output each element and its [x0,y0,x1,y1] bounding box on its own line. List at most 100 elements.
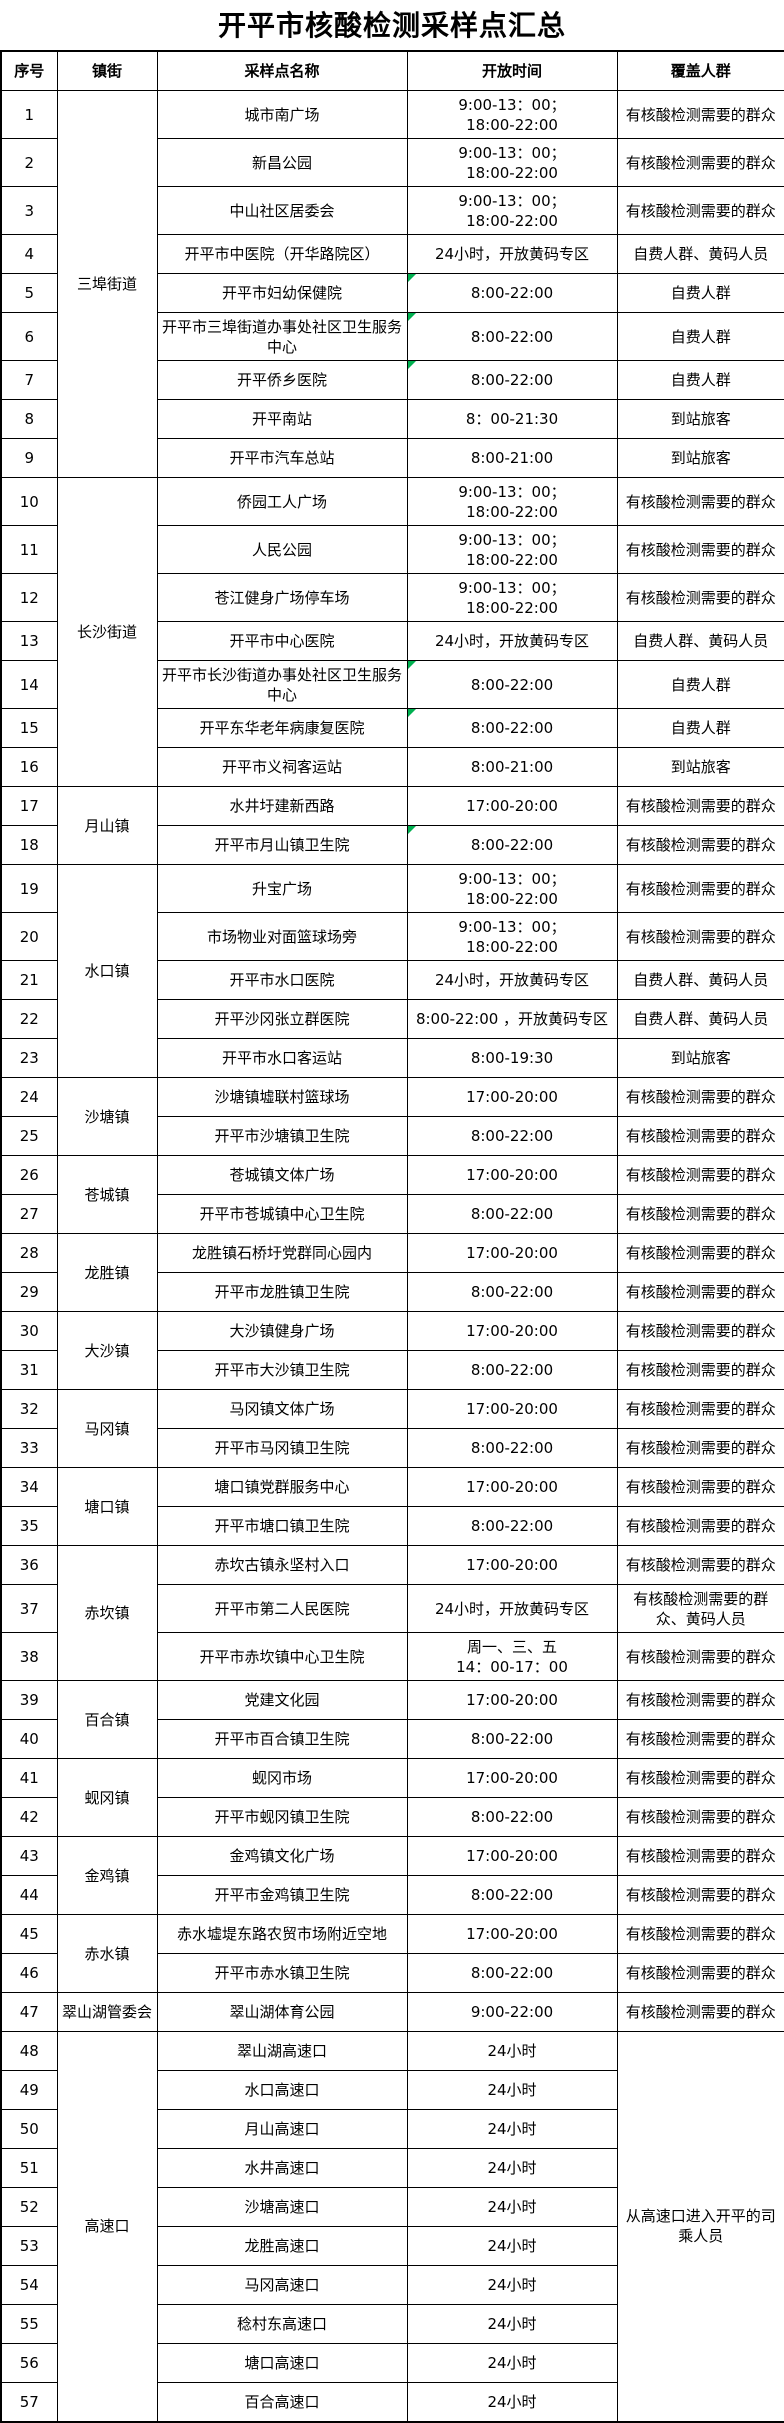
site-name-cell: 升宝广场 [156,864,408,913]
site-name-cell: 金鸡镇文化广场 [156,1836,408,1876]
site-name-cell: 开平市龙胜镇卫生院 [156,1272,408,1312]
site-name-cell: 开平市三埠街道办事处社区卫生服务中心 [156,312,408,361]
serial-cell: 27 [0,1194,58,1234]
serial-cell: 13 [0,621,58,661]
serial-cell: 51 [0,2148,58,2188]
town-cell: 沙塘镇 [56,1077,158,1156]
coverage-cell: 自费人群、黄码人员 [616,999,784,1039]
table-row: 34 塘口镇 塘口镇党群服务中心 17:00-20:00 有核酸检测需要的群众 [0,1467,784,1546]
table-row: 43 金鸡镇 金鸡镇文化广场 17:00-20:00 有核酸检测需要的群众 [0,1836,784,1915]
serial-cell: 41 [0,1758,58,1798]
site-name-cell: 开平市月山镇卫生院 [156,825,408,865]
coverage-cell: 有核酸检测需要的群众 [616,1272,784,1312]
table-row: 51 水井高速口 24小时 [0,2148,784,2188]
serial-cell: 8 [0,399,58,439]
coverage-cell: 有核酸检测需要的群众 [616,1194,784,1234]
town-cell: 月山镇 [56,786,158,865]
coverage-cell: 有核酸检测需要的群众 [616,1719,784,1759]
town-cell: 百合镇 [56,1680,158,1759]
table-row: 47 翠山湖管委会 翠山湖体育公园 9:00-22:00 有核酸检测需要的群众 [0,1992,784,2032]
table-row: 18 开平市月山镇卫生院 8:00-22:00 有核酸检测需要的群众 [0,825,784,865]
serial-cell: 9 [0,438,58,478]
town-cell: 赤水镇 [56,1914,158,1993]
serial-cell: 33 [0,1428,58,1468]
serial-cell: 14 [0,660,58,709]
site-name-cell: 开平侨乡医院 [156,360,408,400]
table-row: 33 开平市马冈镇卫生院 8:00-22:00 有核酸检测需要的群众 [0,1428,784,1468]
serial-cell: 21 [0,960,58,1000]
table-row: 19 水口镇 升宝广场 9:00-13：00； 18:00-22:00 有核酸检测需要的… [0,864,784,1078]
table-row: 3 中山社区居委会 9:00-13：00； 18:00-22:00 有核酸检测需要的群… [0,186,784,235]
table-row: 14 开平市长沙街道办事处社区卫生服务中心 8:00-22:00 自费人群 [0,660,784,709]
site-name-cell: 翠山湖高速口 [156,2031,408,2071]
serial-cell: 49 [0,2070,58,2110]
open-time-cell: 17:00-20:00 [406,786,618,826]
serial-cell: 10 [0,477,58,526]
table-row: 56 塘口高速口 24小时 [0,2343,784,2383]
open-time-cell: 17:00-20:00 [406,1914,618,1954]
coverage-cell: 有核酸检测需要的群众 [616,1545,784,1585]
open-time-cell: 17:00-20:00 [406,1077,618,1117]
coverage-cell: 自费人群 [616,360,784,400]
town-cell: 蚬冈镇 [56,1758,158,1837]
open-time-cell: 8:00-22:00 [406,660,618,709]
serial-cell: 57 [0,2382,58,2422]
table-row: 54 马冈高速口 24小时 [0,2265,784,2305]
serial-cell: 4 [0,234,58,274]
site-name-cell: 开平市赤坎镇中心卫生院 [156,1632,408,1681]
site-name-cell: 开平市汽车总站 [156,438,408,478]
open-time-cell: 17:00-20:00 [406,1155,618,1195]
coverage-cell: 有核酸检测需要的群众 [616,1311,784,1351]
open-time-cell: 9:00-13：00； 18:00-22:00 [406,138,618,187]
serial-cell: 28 [0,1233,58,1273]
coverage-cell: 有核酸检测需要的群众、黄码人员 [616,1584,784,1633]
site-name-cell: 水井圩建新西路 [156,786,408,826]
table-row: 17 月山镇 水井圩建新西路 17:00-20:00 有核酸检测需要的群众 [0,786,784,865]
site-name-cell: 开平市水口医院 [156,960,408,1000]
serial-cell: 56 [0,2343,58,2383]
table-row: 2 新昌公园 9:00-13：00； 18:00-22:00 有核酸检测需要的群众 [0,138,784,187]
serial-cell: 22 [0,999,58,1039]
site-name-cell: 城市南广场 [156,90,408,139]
serial-cell: 18 [0,825,58,865]
open-time-cell: 24小时 [406,2304,618,2344]
site-name-cell: 塘口高速口 [156,2343,408,2383]
serial-cell: 25 [0,1116,58,1156]
town-cell: 龙胜镇 [56,1233,158,1312]
table-row: 9 开平市汽车总站 8:00-21:00 到站旅客 [0,438,784,478]
town-cell: 金鸡镇 [56,1836,158,1915]
serial-cell: 3 [0,186,58,235]
site-name-cell: 翠山湖体育公园 [156,1992,408,2032]
table-row: 27 开平市苍城镇中心卫生院 8:00-22:00 有核酸检测需要的群众 [0,1194,784,1234]
site-name-cell: 塘口镇党群服务中心 [156,1467,408,1507]
header-site-name: 采样点名称 [156,50,408,91]
site-name-cell: 开平市塘口镇卫生院 [156,1506,408,1546]
table-row: 39 百合镇 党建文化园 17:00-20:00 有核酸检测需要的群众 [0,1680,784,1759]
coverage-cell: 有核酸检测需要的群众 [616,786,784,826]
open-time-cell: 17:00-20:00 [406,1545,618,1585]
town-cell: 长沙街道 [56,477,158,787]
site-name-cell: 开平市义祠客运站 [156,747,408,787]
coverage-cell: 有核酸检测需要的群众 [616,1992,784,2032]
site-name-cell: 开平市第二人民医院 [156,1584,408,1633]
site-name-cell: 市场物业对面篮球场旁 [156,912,408,961]
open-time-cell: 9:00-13：00； 18:00-22:00 [406,186,618,235]
coverage-cell: 自费人群 [616,708,784,748]
table-row: 50 月山高速口 24小时 [0,2109,784,2149]
page-title: 开平市核酸检测采样点汇总 [217,9,566,42]
coverage-cell: 有核酸检测需要的群众 [616,1350,784,1390]
open-time-cell: 8:00-22:00 [406,1506,618,1546]
coverage-cell: 到站旅客 [616,438,784,478]
site-name-cell: 龙胜镇石桥圩党群同心园内 [156,1233,408,1273]
serial-cell: 38 [0,1632,58,1681]
serial-cell: 12 [0,573,58,622]
site-name-cell: 赤坎古镇永坚村入口 [156,1545,408,1585]
coverage-cell: 有核酸检测需要的群众 [616,1233,784,1273]
site-name-cell: 开平市蚬冈镇卫生院 [156,1797,408,1837]
serial-cell: 16 [0,747,58,787]
open-time-cell: 17:00-20:00 [406,1311,618,1351]
coverage-cell: 自费人群、黄码人员 [616,234,784,274]
serial-cell: 7 [0,360,58,400]
serial-cell: 26 [0,1155,58,1195]
table-row: 41 蚬冈镇 蚬冈市场 17:00-20:00 有核酸检测需要的群众 [0,1758,784,1837]
